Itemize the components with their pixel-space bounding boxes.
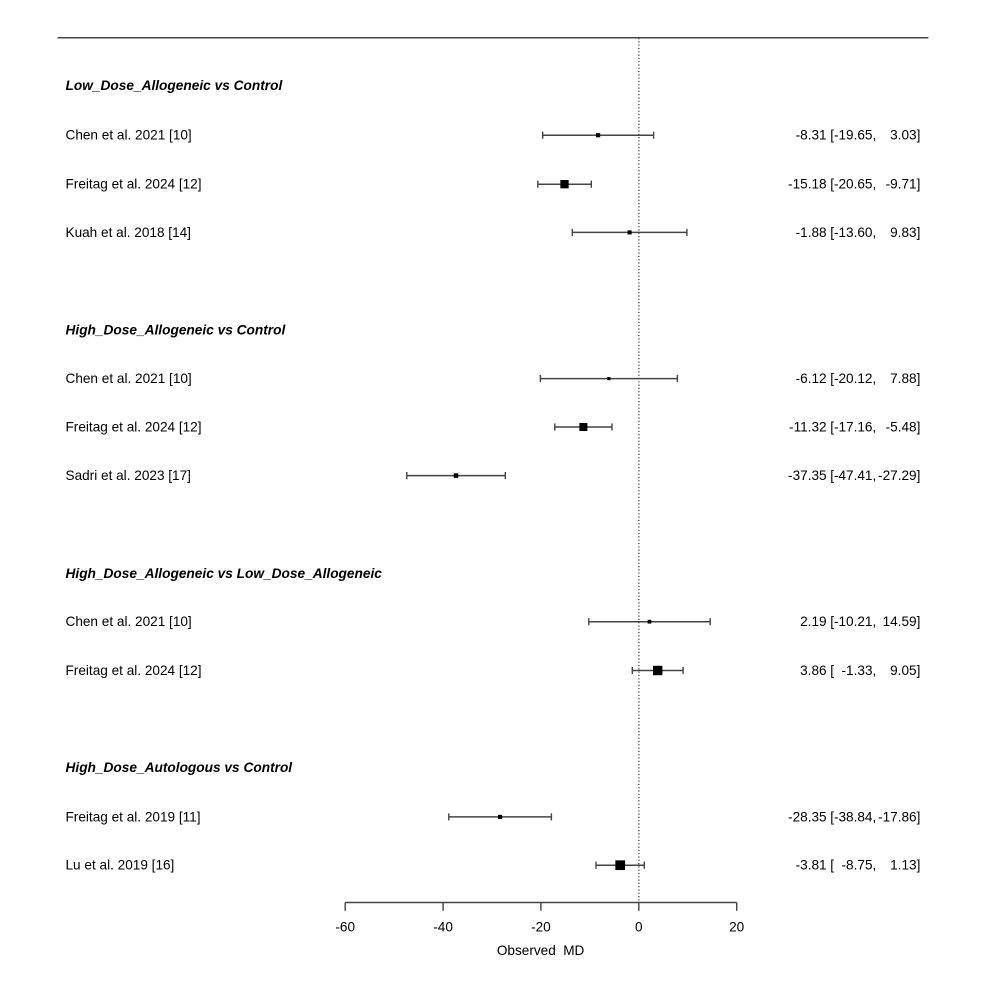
svg-text:-60: -60: [335, 919, 355, 934]
svg-text:,: ,: [873, 809, 877, 824]
svg-text:[: [: [830, 128, 834, 143]
svg-text:-17.86: -17.86: [878, 809, 917, 824]
svg-text:-10.21: -10.21: [834, 614, 873, 629]
svg-text:,: ,: [873, 468, 877, 483]
svg-text:-8.31: -8.31: [796, 128, 827, 143]
svg-text:Chen et al. 2021 [10]: Chen et al. 2021 [10]: [66, 614, 192, 629]
svg-text:High_Dose_Allogeneic vs Low_Do: High_Dose_Allogeneic vs Low_Dose_Allogen…: [66, 566, 383, 581]
svg-text:Sadri et al. 2023 [17]: Sadri et al. 2023 [17]: [66, 468, 191, 483]
svg-text:-13.60: -13.60: [834, 225, 873, 240]
svg-text:,: ,: [873, 858, 877, 873]
svg-text:-6.12: -6.12: [796, 371, 827, 386]
svg-text:9.83: 9.83: [890, 225, 916, 240]
svg-text:Freitag et al. 2024 [12]: Freitag et al. 2024 [12]: [66, 420, 202, 435]
svg-text:Freitag et al. 2019 [11]: Freitag et al. 2019 [11]: [66, 809, 201, 824]
svg-text:,: ,: [873, 614, 877, 629]
svg-text:-8.75: -8.75: [842, 858, 873, 873]
svg-text:Observed: Observed: [497, 943, 556, 958]
svg-text:,: ,: [873, 177, 877, 192]
svg-text:Chen et al. 2021 [10]: Chen et al. 2021 [10]: [66, 128, 192, 143]
svg-text:Kuah et al. 2018 [14]: Kuah et al. 2018 [14]: [66, 225, 191, 240]
svg-text:20: 20: [729, 919, 745, 934]
svg-text:-1.33: -1.33: [842, 663, 873, 678]
svg-text:]: ]: [917, 663, 921, 678]
svg-text:-20.12: -20.12: [834, 371, 873, 386]
svg-text:Low_Dose_Allogeneic vs Control: Low_Dose_Allogeneic vs Control: [66, 78, 284, 93]
svg-text:-15.18: -15.18: [788, 177, 827, 192]
svg-text:3.03: 3.03: [890, 128, 916, 143]
svg-text:9.05: 9.05: [890, 663, 916, 678]
svg-text:-47.41: -47.41: [834, 468, 873, 483]
svg-text:-28.35: -28.35: [788, 809, 827, 824]
svg-text:,: ,: [873, 663, 877, 678]
svg-text:]: ]: [917, 128, 921, 143]
svg-text:,: ,: [873, 420, 877, 435]
svg-text:0: 0: [635, 919, 643, 934]
svg-text:-20: -20: [531, 919, 551, 934]
svg-text:-37.35: -37.35: [788, 468, 827, 483]
svg-text:]: ]: [917, 371, 921, 386]
svg-text:High_Dose_Autologous vs Contro: High_Dose_Autologous vs Control: [66, 760, 294, 775]
svg-text:]: ]: [917, 809, 921, 824]
svg-text:Freitag et al. 2024 [12]: Freitag et al. 2024 [12]: [66, 177, 202, 192]
svg-text:-20.65: -20.65: [834, 177, 873, 192]
svg-text:Lu et al. 2019 [16]: Lu et al. 2019 [16]: [66, 858, 175, 873]
svg-text:]: ]: [917, 614, 921, 629]
svg-text:]: ]: [917, 468, 921, 483]
svg-text:3.86: 3.86: [800, 663, 826, 678]
svg-text:,: ,: [873, 371, 877, 386]
svg-text:Freitag et al. 2024 [12]: Freitag et al. 2024 [12]: [66, 663, 202, 678]
svg-text:-27.29: -27.29: [878, 468, 917, 483]
svg-text:Chen et al. 2021 [10]: Chen et al. 2021 [10]: [66, 371, 192, 386]
svg-text:[: [: [830, 225, 834, 240]
svg-text:]: ]: [917, 177, 921, 192]
svg-text:[: [: [830, 420, 834, 435]
svg-text:-3.81: -3.81: [796, 858, 827, 873]
svg-text:-5.48: -5.48: [886, 420, 917, 435]
svg-text:[: [: [830, 858, 834, 873]
svg-text:1.13: 1.13: [890, 858, 916, 873]
svg-text:-19.65: -19.65: [834, 128, 873, 143]
svg-text:7.88: 7.88: [890, 371, 916, 386]
svg-text:[: [: [830, 663, 834, 678]
svg-text:-11.32: -11.32: [789, 420, 827, 435]
svg-text:-17.16: -17.16: [834, 420, 873, 435]
svg-text:14.59: 14.59: [883, 614, 917, 629]
svg-text:[: [: [830, 809, 834, 824]
svg-text:,: ,: [873, 225, 877, 240]
svg-text:[: [: [830, 614, 834, 629]
svg-text:-1.88: -1.88: [796, 225, 827, 240]
svg-text:]: ]: [917, 225, 921, 240]
svg-text:2.19: 2.19: [800, 614, 826, 629]
svg-text:]: ]: [917, 858, 921, 873]
svg-text:[: [: [830, 177, 834, 192]
svg-text:-38.84: -38.84: [834, 809, 873, 824]
svg-text:[: [: [830, 371, 834, 386]
svg-text:-9.71: -9.71: [886, 177, 917, 192]
svg-text:-40: -40: [433, 919, 453, 934]
svg-text:MD: MD: [563, 943, 584, 958]
svg-text:,: ,: [873, 128, 877, 143]
svg-text:[: [: [830, 468, 834, 483]
svg-text:]: ]: [917, 420, 921, 435]
svg-text:High_Dose_Allogeneic vs Contro: High_Dose_Allogeneic vs Control: [66, 323, 287, 338]
